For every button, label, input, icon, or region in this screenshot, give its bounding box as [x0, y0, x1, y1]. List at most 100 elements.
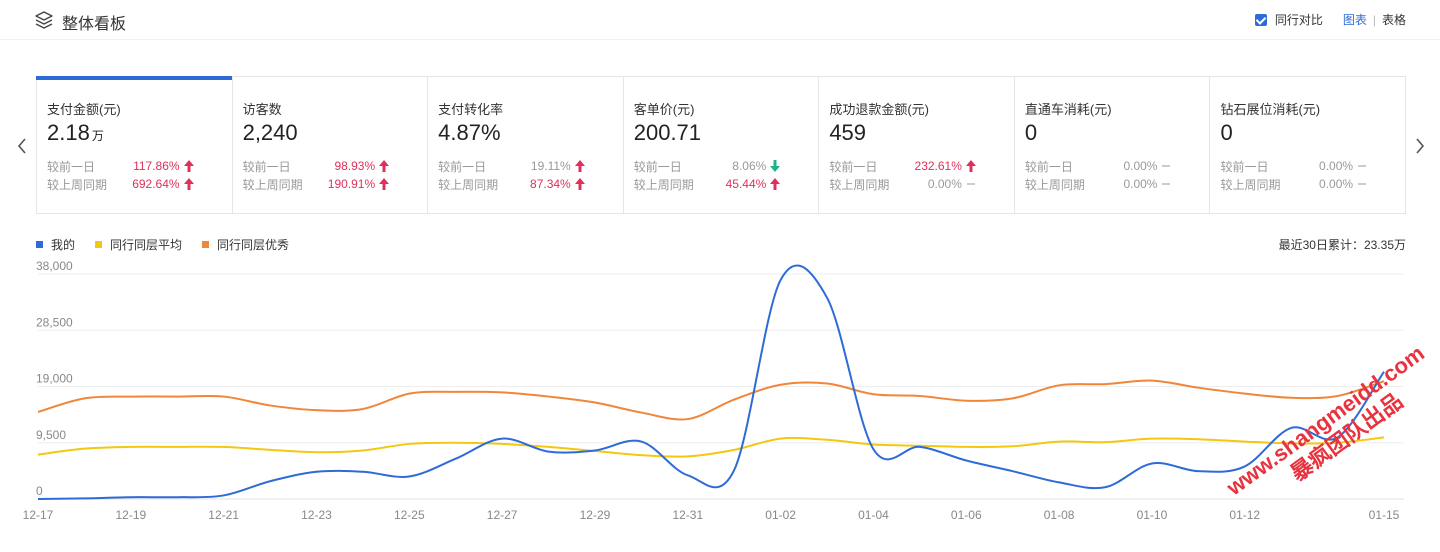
metric-name: 访客数	[242, 102, 282, 117]
compare-value: 87.34%	[530, 177, 571, 191]
legend-swatch	[36, 241, 43, 248]
metric-value: 459	[829, 120, 867, 145]
peer-compare-checkbox[interactable]	[1254, 13, 1267, 26]
legend-swatch	[202, 241, 210, 248]
compare-value: 8.06%	[732, 159, 767, 173]
arrow-down-icon	[770, 160, 781, 172]
compare-prev-week: 较上周同期 692.64%	[47, 175, 232, 193]
metric-name: 支付转化率	[438, 102, 504, 117]
x-tick-label: 01-10	[1137, 508, 1168, 522]
compare-value: 190.91%	[327, 177, 376, 191]
y-tick-label: 28,500	[36, 315, 73, 329]
compare-value: 692.64%	[132, 177, 180, 191]
dash-icon	[966, 178, 976, 190]
arrow-up-icon	[379, 160, 390, 172]
metric-value: 0	[1024, 120, 1038, 145]
x-tick-label: 12-19	[115, 508, 146, 522]
arrow-up-icon	[965, 160, 976, 172]
view-separator: |	[1372, 12, 1376, 27]
compare-prev-day: 较前一日 8.06%	[634, 157, 819, 175]
compare-value: 0.00%	[1319, 159, 1354, 173]
arrow-up-icon	[770, 178, 781, 190]
dashboard-header: 整体看板 同行对比 图表 | 表格	[0, 0, 1440, 40]
x-tick-label: 01-06	[951, 508, 982, 522]
x-tick-label: 01-02	[765, 508, 796, 522]
legend-item-peer-avg[interactable]: 同行同层平均	[95, 236, 182, 253]
x-tick-label: 01-04	[858, 508, 889, 522]
metric-card-conversion[interactable]: 支付转化率 4.87% 较前一日 19.11% 较上周同期 87.34%	[428, 77, 624, 213]
compare-value: 0.00%	[927, 177, 962, 191]
trend-chart[interactable]: 38,000 28,500 19,000 9,500 0 12-17 12-19 12-21 1…	[0, 258, 1440, 552]
y-tick-label: 38,000	[36, 259, 73, 273]
arrow-up-icon	[183, 160, 194, 172]
compare-value: 0.00%	[1319, 177, 1354, 191]
compare-prev-week: 较上周同期 87.34%	[438, 175, 623, 193]
metric-cards: 支付金额(元) 2.18 万 较前一日 117.86% 较上周同期 692.64% 访…	[36, 76, 1406, 214]
dash-icon	[1357, 178, 1367, 190]
compare-prev-week: 较上周同期 190.91%	[243, 175, 428, 193]
metric-card-diamond-cost[interactable]: 钻石展位消耗(元) 0 较前一日 0.00% 较上周同期 0.00%	[1210, 77, 1405, 213]
compare-prev-week: 较上周同期 0.00%	[829, 175, 1014, 193]
x-tick-label: 01-08	[1044, 508, 1075, 522]
dash-icon	[1161, 160, 1171, 172]
peer-compare-label[interactable]: 同行对比	[1274, 13, 1323, 27]
chevron-right-icon[interactable]	[1412, 134, 1428, 158]
arrow-up-icon	[183, 178, 194, 190]
metric-value: 200.71	[633, 120, 702, 145]
arrow-up-icon	[574, 160, 585, 172]
chart-legend: 我的 同行同层平均 同行同层优秀	[36, 236, 309, 253]
metric-card-ztc-cost[interactable]: 直通车消耗(元) 0 较前一日 0.00% 较上周同期 0.00%	[1015, 77, 1211, 213]
x-tick-label: 12-17	[23, 508, 54, 522]
dash-icon	[1357, 160, 1367, 172]
metric-card-refund[interactable]: 成功退款金额(元) 459 较前一日 232.61% 较上周同期 0.00%	[819, 77, 1015, 213]
metric-name: 成功退款金额(元)	[829, 102, 929, 117]
legend-swatch	[95, 241, 103, 248]
compare-prev-day: 较前一日 232.61%	[829, 157, 1014, 175]
series-line-mine[interactable]	[37, 264, 1385, 500]
compare-value: 0.00%	[1123, 177, 1158, 191]
x-tick-label: 12-29	[580, 508, 611, 522]
y-tick-label: 19,000	[36, 372, 73, 386]
metric-value: 2,240	[242, 120, 298, 145]
legend-item-peer-top[interactable]: 同行同层优秀	[202, 236, 289, 253]
metric-card-avg-order[interactable]: 客单价(元) 200.71 较前一日 8.06% 较上周同期 45.44%	[624, 77, 820, 213]
x-tick-label: 12-23	[301, 508, 332, 522]
chevron-left-icon[interactable]	[14, 134, 30, 158]
x-tick-label: 12-31	[672, 508, 703, 522]
compare-value: 0.00%	[1123, 159, 1158, 173]
compare-value: 19.11%	[530, 159, 571, 173]
metric-name: 钻石展位消耗(元)	[1220, 102, 1321, 117]
metric-value: 2.18 万	[47, 120, 104, 145]
view-table-link[interactable]: 表格	[1381, 13, 1406, 27]
arrow-up-icon	[574, 178, 585, 190]
series-line-peer-avg[interactable]	[37, 436, 1385, 458]
metric-value: 0	[1220, 120, 1233, 145]
metric-card-payment[interactable]: 支付金额(元) 2.18 万 较前一日 117.86% 较上周同期 692.64%	[36, 76, 233, 213]
dash-icon	[1161, 178, 1171, 190]
compare-prev-day: 较前一日 117.86%	[47, 157, 232, 175]
view-chart-link[interactable]: 图表	[1342, 13, 1367, 27]
metric-card-visitors[interactable]: 访客数 2,240 较前一日 98.93% 较上周同期 190.91%	[233, 77, 429, 213]
compare-value: 232.61%	[914, 159, 962, 173]
compare-value: 98.93%	[334, 159, 376, 173]
page-title: 整体看板	[62, 16, 127, 33]
compare-prev-day: 较前一日 19.11%	[438, 157, 623, 175]
metric-name: 客单价(元)	[633, 102, 695, 117]
compare-value: 45.44%	[725, 177, 767, 191]
compare-value: 117.86%	[133, 159, 180, 173]
header-controls: 同行对比 图表 | 表格	[1254, 11, 1406, 28]
x-tick-label: 12-25	[394, 508, 425, 522]
compare-prev-week: 较上周同期 0.00%	[1025, 175, 1210, 193]
compare-prev-day: 较前一日 98.93%	[243, 157, 428, 175]
series-line-peer-top[interactable]	[37, 379, 1385, 421]
x-tick-label: 12-27	[487, 508, 518, 522]
arrow-up-icon	[379, 178, 390, 190]
summary-30-days: 最近30日累计：23.35万	[1278, 238, 1406, 252]
x-tick-label: 12-21	[208, 508, 239, 522]
legend-item-mine[interactable]: 我的	[36, 236, 75, 253]
metric-name: 支付金额(元)	[47, 102, 121, 117]
metric-value: 4.87%	[438, 120, 501, 145]
y-tick-label: 9,500	[36, 428, 66, 442]
layers-icon	[34, 10, 54, 30]
compare-prev-day: 较前一日 0.00%	[1025, 157, 1210, 175]
